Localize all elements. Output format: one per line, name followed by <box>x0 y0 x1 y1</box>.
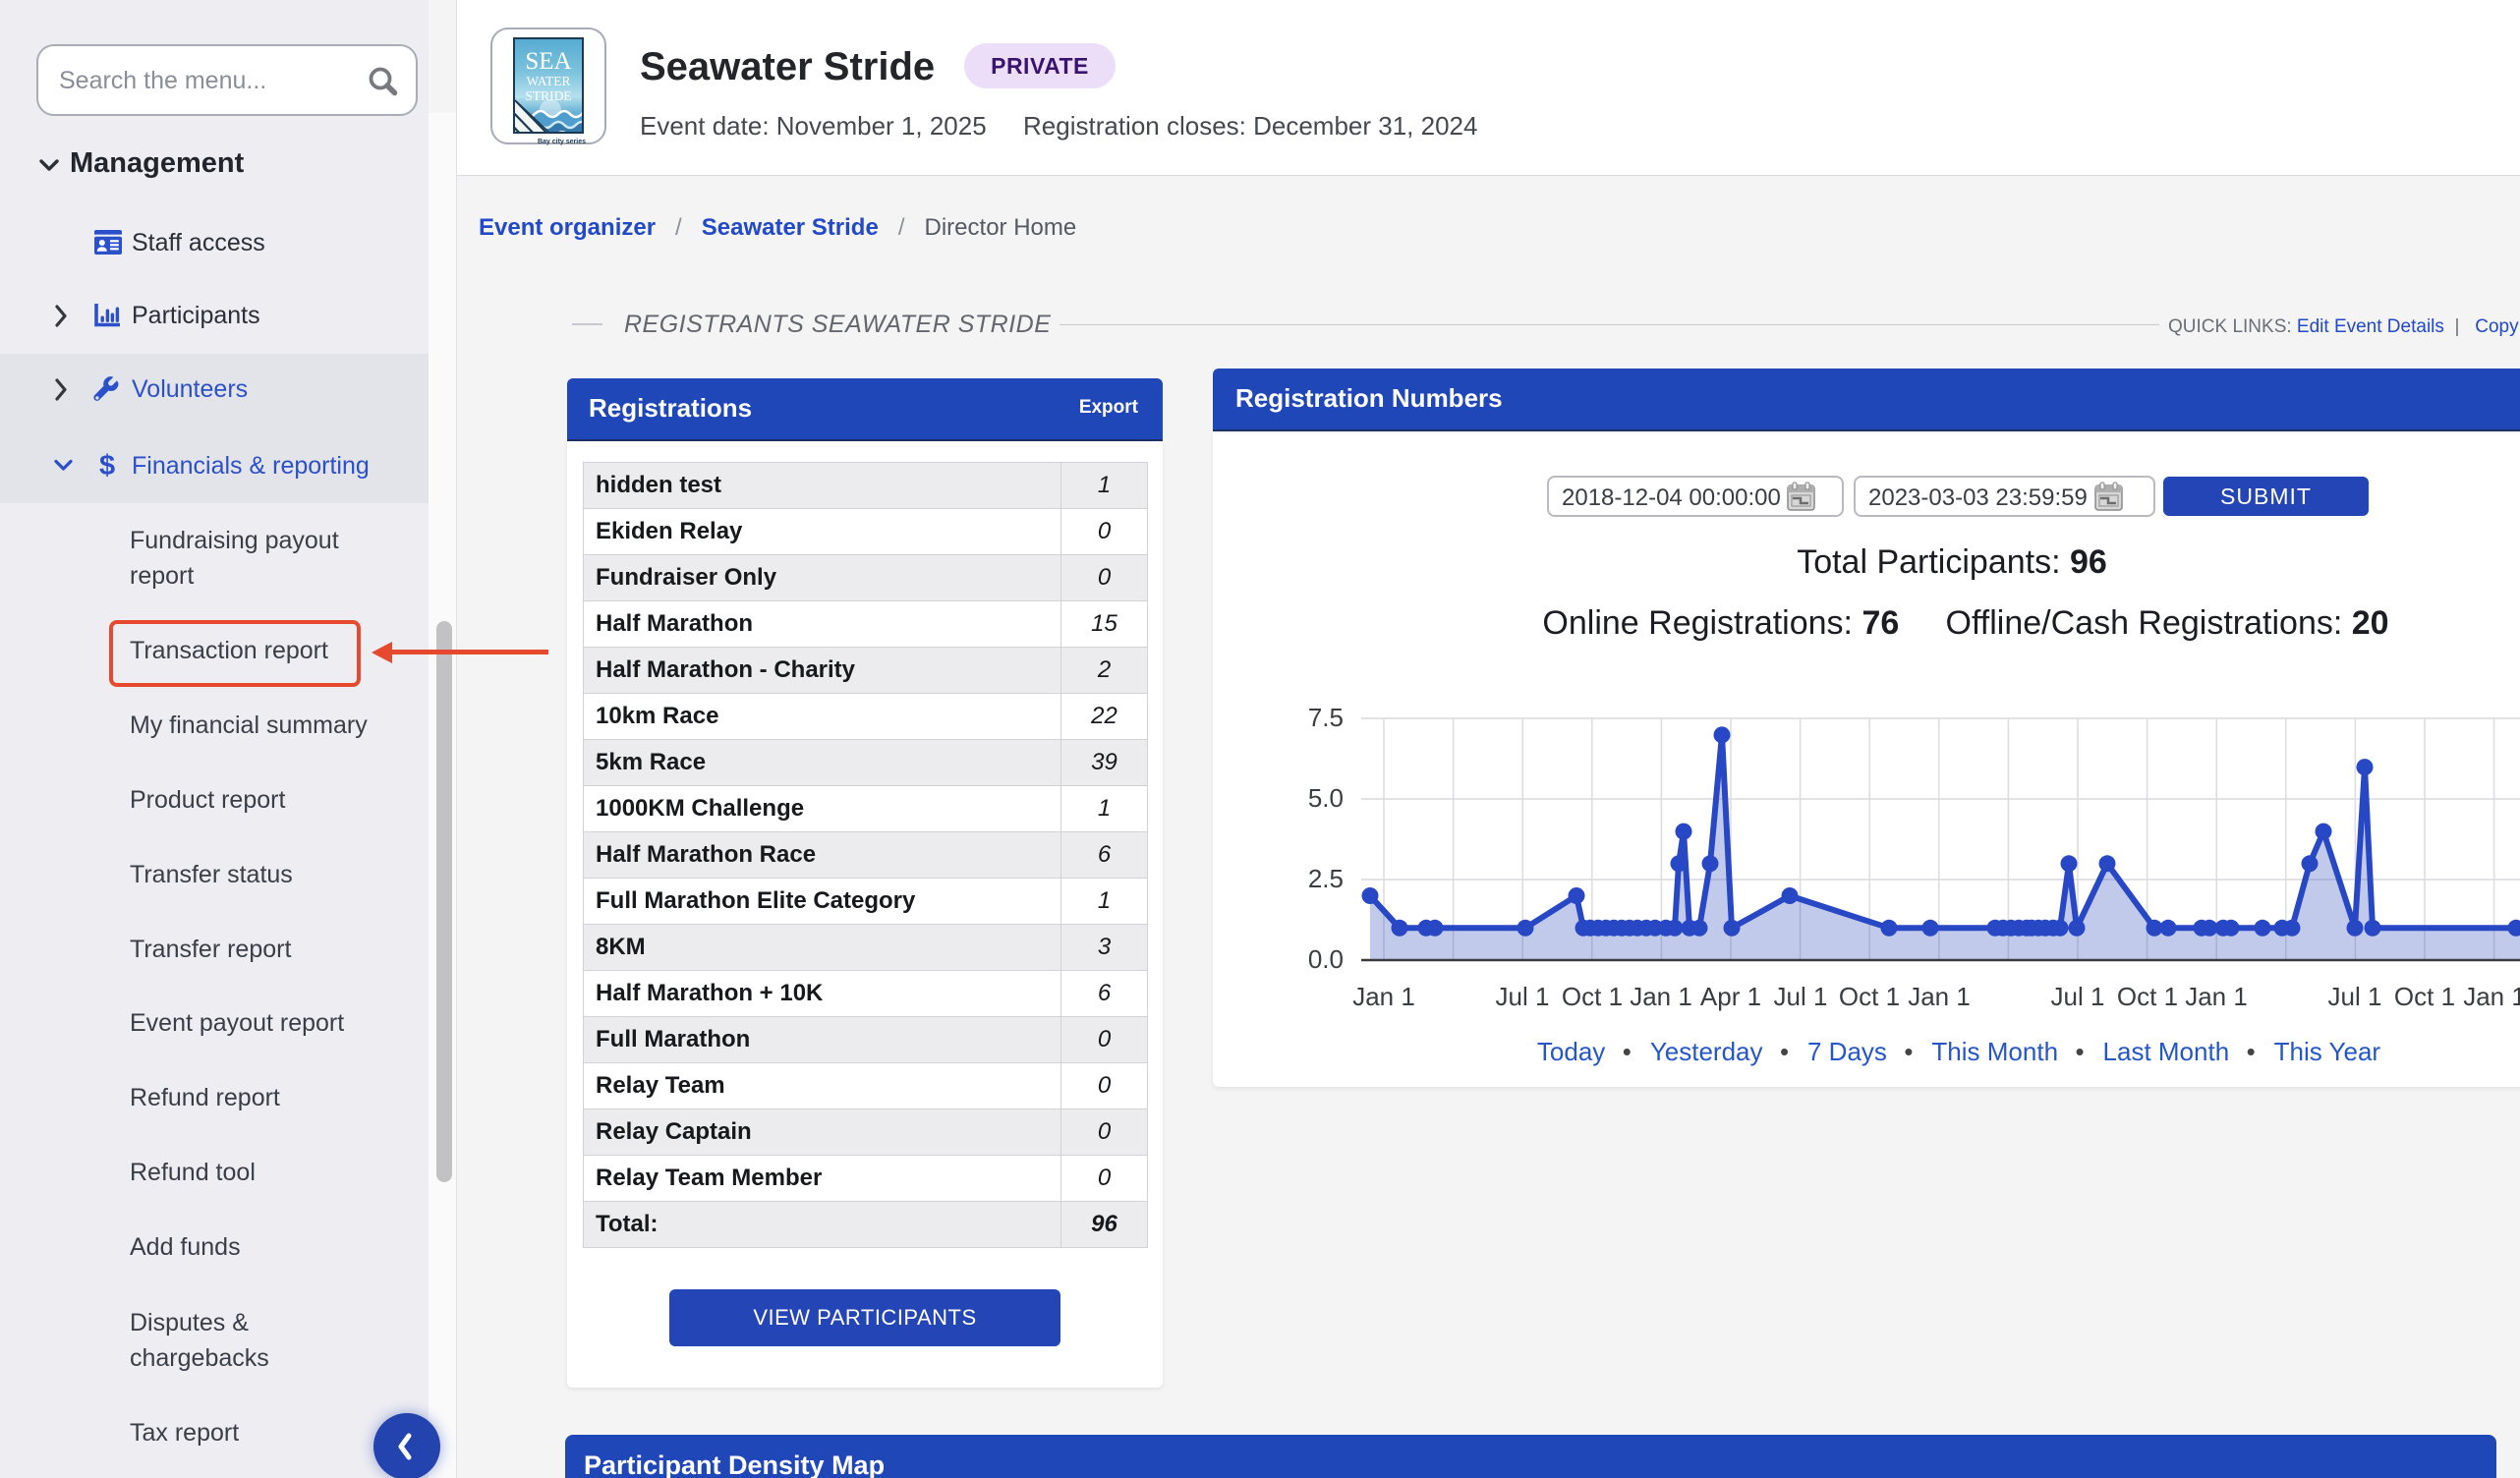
svg-text:SEA: SEA <box>525 48 571 75</box>
svg-text:STRIDE: STRIDE <box>525 88 571 103</box>
svg-text:WATER: WATER <box>527 74 571 88</box>
